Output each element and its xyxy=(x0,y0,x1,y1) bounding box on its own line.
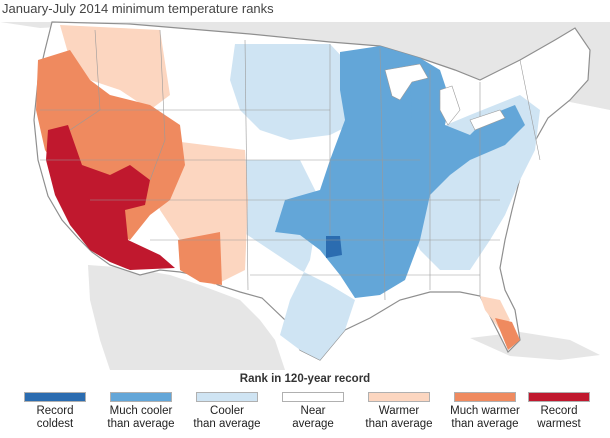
legend-label: Record coldest xyxy=(36,405,74,430)
legend-label: Record warmest xyxy=(537,405,581,430)
region-cooler-plains xyxy=(230,160,355,360)
legend-label: Warmer than average xyxy=(365,405,433,430)
region-warmer-northwest xyxy=(60,25,170,110)
legend-item-record-coldest: Record coldest xyxy=(12,392,98,431)
region-record-warmest xyxy=(46,125,175,270)
region-much-warmer-florida xyxy=(495,318,520,350)
legend-title: Rank in 120-year record xyxy=(239,373,371,385)
state-borders xyxy=(40,29,541,301)
legend-label: Near average xyxy=(292,405,334,430)
legend-label: Much cooler than average xyxy=(107,405,175,430)
legend-label: Cooler than average xyxy=(193,405,261,430)
region-much-warmer-newmexico xyxy=(178,232,222,285)
legend-item-near-average: Near average xyxy=(270,392,356,431)
region-much-cooler-michigan xyxy=(410,75,440,130)
legend-swatch xyxy=(196,392,258,402)
legend-swatch xyxy=(528,392,590,402)
us-temperature-map xyxy=(0,21,610,370)
region-cooler-north xyxy=(230,44,360,140)
legend-label: Much warmer than average xyxy=(450,405,520,430)
mexico-landmass xyxy=(88,265,285,370)
legend-swatch xyxy=(24,392,86,402)
canada-landmass xyxy=(0,22,610,110)
legend-swatch xyxy=(110,392,172,402)
great-lakes xyxy=(384,63,506,131)
legend-item-warmer: Warmer than average xyxy=(356,392,442,431)
map-title: January-July 2014 minimum temperature ra… xyxy=(2,1,274,16)
region-much-cooler-midwest xyxy=(275,46,525,298)
legend-item-record-warmest: Record warmest xyxy=(516,392,602,431)
legend-item-much-warmer: Much warmer than average xyxy=(442,392,528,431)
legend-item-much-cooler: Much cooler than average xyxy=(98,392,184,431)
region-record-coldest xyxy=(326,236,342,258)
legend-swatch xyxy=(282,392,344,402)
legend-swatch xyxy=(368,392,430,402)
legend-item-cooler: Cooler than average xyxy=(184,392,270,431)
legend-swatch xyxy=(454,392,516,402)
region-much-warmer-west xyxy=(36,50,185,240)
caribbean-landmass xyxy=(470,332,600,360)
